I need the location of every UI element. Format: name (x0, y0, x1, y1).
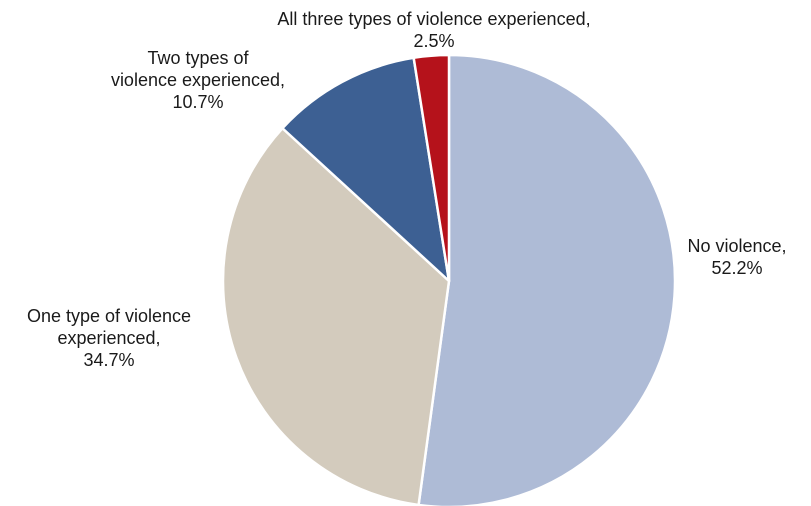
pie-slice-no-violence (417, 53, 677, 506)
data-label-all-three-types-of-violence-experienced: All three types of violence experienced,… (277, 9, 590, 51)
pie-labels: No violence, 52.2% One type of violence exp… (27, 9, 787, 370)
pie-slice-two-types-of-violence-experienced (281, 56, 451, 283)
data-label-one-type-of-violence-experienced: One type of violence experienced, 34.7% (27, 306, 191, 370)
data-label-two-types-of-violence-experienced: Two types of violence experienced, 10.7% (111, 48, 285, 112)
pie-slice-one-type-of-violence-experienced (221, 126, 451, 506)
pie-slice-all-three-types-of-violence-experienced (412, 53, 451, 283)
data-label-no-violence: No violence, 52.2% (687, 236, 786, 278)
pie-slices (221, 53, 677, 506)
